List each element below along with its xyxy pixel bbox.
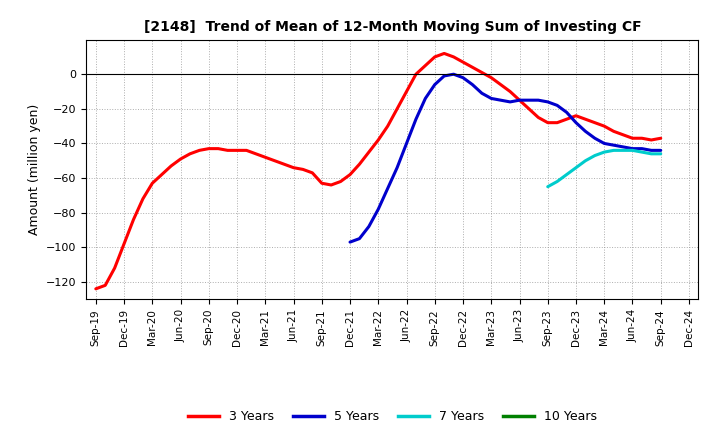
Y-axis label: Amount (million yen): Amount (million yen) (27, 104, 40, 235)
Title: [2148]  Trend of Mean of 12-Month Moving Sum of Investing CF: [2148] Trend of Mean of 12-Month Moving … (143, 20, 642, 34)
Legend: 3 Years, 5 Years, 7 Years, 10 Years: 3 Years, 5 Years, 7 Years, 10 Years (183, 405, 602, 428)
